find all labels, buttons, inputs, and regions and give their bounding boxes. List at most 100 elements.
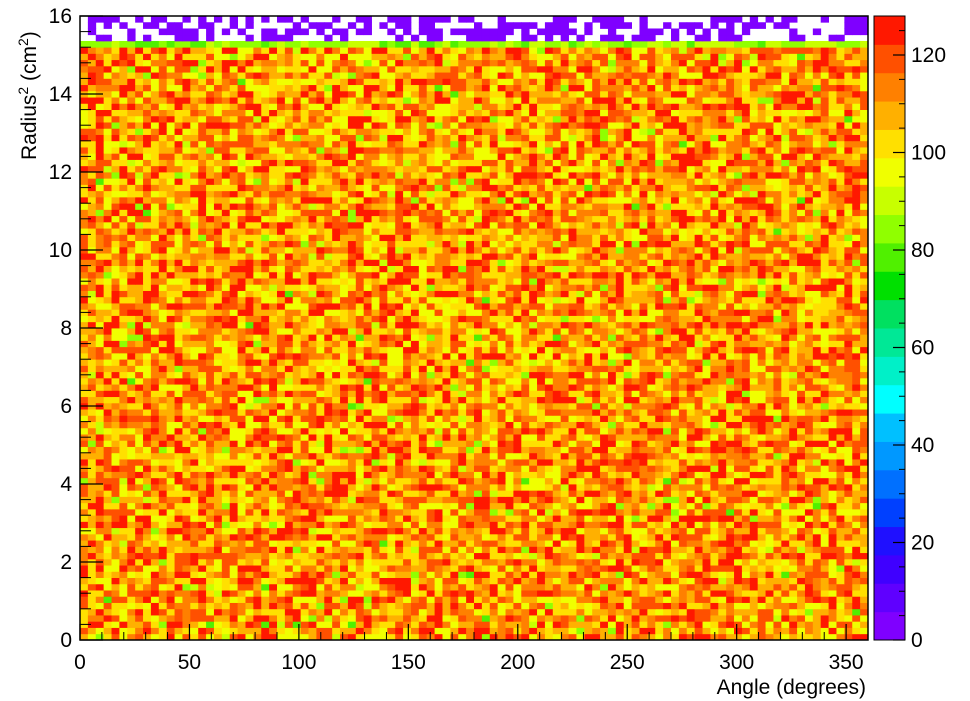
heatmap-cell xyxy=(237,558,246,566)
heatmap-cell xyxy=(734,396,743,404)
heatmap-cell xyxy=(749,533,759,541)
heatmap-cell xyxy=(143,440,152,447)
heatmap-cell xyxy=(804,421,814,429)
heatmap-cell xyxy=(820,421,829,429)
heatmap-cell xyxy=(655,546,664,554)
heatmap-cell xyxy=(103,409,112,416)
heatmap-cell xyxy=(623,365,632,373)
heatmap-cell xyxy=(95,346,105,354)
heatmap-cell xyxy=(481,502,491,510)
heatmap-cell xyxy=(560,452,569,460)
heatmap-cell xyxy=(860,427,869,435)
heatmap-cell xyxy=(505,396,514,404)
heatmap-cell xyxy=(166,384,175,391)
heatmap-cell xyxy=(213,359,223,366)
heatmap-cell xyxy=(631,371,640,379)
heatmap-cell xyxy=(513,615,522,622)
heatmap-cell xyxy=(426,602,435,610)
heatmap-cell xyxy=(308,384,317,391)
heatmap-cell xyxy=(347,452,357,460)
heatmap-cell xyxy=(410,490,420,497)
heatmap-cell xyxy=(284,340,294,348)
heatmap-cell xyxy=(111,365,120,373)
heatmap-cell xyxy=(95,590,105,597)
heatmap-cell xyxy=(600,608,609,616)
heatmap-cell xyxy=(213,571,223,578)
heatmap-cell xyxy=(466,427,475,435)
heatmap-cell xyxy=(450,596,459,603)
heatmap-cell xyxy=(324,602,333,610)
heatmap-cell xyxy=(395,627,404,635)
heatmap-cell xyxy=(741,477,751,485)
heatmap-cell xyxy=(671,565,680,572)
heatmap-cell xyxy=(584,421,593,429)
heatmap-cell xyxy=(87,421,97,429)
heatmap-cell xyxy=(568,546,577,554)
heatmap-cell xyxy=(245,577,254,585)
heatmap-cell xyxy=(718,371,727,379)
heatmap-cell xyxy=(308,421,317,429)
heatmap-cell xyxy=(458,521,467,529)
heatmap-cell xyxy=(647,415,656,422)
heatmap-cell xyxy=(340,377,349,385)
heatmap-cell xyxy=(119,384,128,391)
heatmap-cell xyxy=(718,527,727,535)
heatmap-cell xyxy=(284,346,294,354)
heatmap-cell xyxy=(505,608,514,616)
heatmap-cell xyxy=(568,440,577,447)
heatmap-cell xyxy=(812,590,822,597)
heatmap-cell xyxy=(505,496,514,504)
heatmap-cell xyxy=(284,627,294,635)
heatmap-cell xyxy=(269,352,278,360)
heatmap-cell xyxy=(245,608,254,616)
heatmap-cell xyxy=(355,396,365,404)
heatmap-cell xyxy=(300,502,309,510)
heatmap-cell xyxy=(513,446,522,454)
heatmap-cell xyxy=(600,484,609,491)
heatmap-cell xyxy=(410,446,420,454)
heatmap-cell xyxy=(135,440,144,447)
heatmap-cell xyxy=(182,521,191,529)
heatmap-cell xyxy=(158,552,168,560)
heatmap-cell xyxy=(166,508,175,516)
heatmap-cell xyxy=(458,515,467,522)
heatmap-cell xyxy=(103,558,112,566)
heatmap-cell xyxy=(395,490,404,497)
heatmap-cell xyxy=(529,409,538,416)
heatmap-cell xyxy=(734,502,743,510)
heatmap-cell xyxy=(726,359,735,366)
heatmap-cell xyxy=(253,508,262,516)
heatmap-cell xyxy=(781,452,790,460)
heatmap-cell xyxy=(245,328,254,335)
heatmap-cell xyxy=(426,490,435,497)
heatmap-cell xyxy=(450,602,459,610)
heatmap-cell xyxy=(182,490,191,497)
heatmap-cell xyxy=(497,477,506,485)
heatmap-cell xyxy=(143,546,152,554)
heatmap-cell xyxy=(860,602,869,610)
heatmap-cell xyxy=(434,552,443,560)
heatmap-cell xyxy=(615,565,625,572)
heatmap-cell xyxy=(87,384,97,391)
heatmap-cell xyxy=(647,328,656,335)
heatmap-cell xyxy=(718,627,727,635)
heatmap-cell xyxy=(143,434,152,441)
heatmap-cell xyxy=(474,590,483,597)
heatmap-cell xyxy=(623,352,632,360)
heatmap-cell xyxy=(158,558,168,566)
heatmap-cell xyxy=(340,427,349,435)
heatmap-cell xyxy=(718,484,727,491)
heatmap-cell xyxy=(671,527,680,535)
heatmap-cell xyxy=(119,340,128,348)
heatmap-cell xyxy=(631,365,640,373)
heatmap-cell xyxy=(663,477,672,485)
heatmap-cell xyxy=(655,552,664,560)
heatmap-cell xyxy=(182,377,191,385)
heatmap-cell xyxy=(111,521,120,529)
heatmap-cell xyxy=(694,521,703,529)
heatmap-cell xyxy=(190,496,199,504)
heatmap-cell xyxy=(308,571,317,578)
heatmap-cell xyxy=(844,621,853,628)
heatmap-cell xyxy=(576,409,585,416)
heatmap-cell xyxy=(607,565,617,572)
